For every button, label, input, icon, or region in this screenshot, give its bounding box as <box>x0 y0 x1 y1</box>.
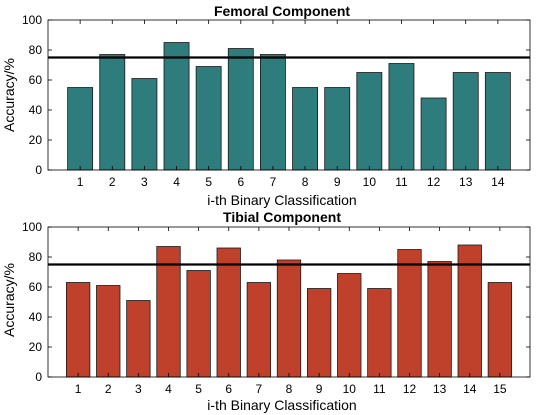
x-tick-label: 1 <box>77 175 84 189</box>
x-tick-label: 8 <box>302 175 309 189</box>
x-tick-label: 2 <box>105 382 112 396</box>
x-tick-label: 3 <box>141 175 148 189</box>
bar <box>131 78 158 171</box>
bar <box>186 270 211 378</box>
axes-frame <box>47 19 531 171</box>
femoral-chart: Femoral Component Accuracy/% i-th Binary… <box>1 3 531 208</box>
x-tick-label: 6 <box>237 175 244 189</box>
x-axis-label: i-th Binary Classification <box>207 192 356 208</box>
bar <box>156 246 181 378</box>
y-tick-label: 40 <box>29 310 43 324</box>
x-tick-label: 3 <box>135 382 142 396</box>
x-tick-label: 13 <box>459 175 473 189</box>
x-tick-label: 14 <box>491 175 505 189</box>
bar <box>67 87 94 171</box>
x-axis-label: i-th Binary Classification <box>207 397 356 413</box>
x-tick-label: 15 <box>493 382 507 396</box>
y-axis-label: Accuracy/% <box>1 263 17 337</box>
x-tick-label: 10 <box>363 175 377 189</box>
bar <box>427 261 452 378</box>
y-tick-label: 60 <box>29 73 43 87</box>
x-tick-label: 9 <box>316 382 323 396</box>
y-tick-label: 40 <box>29 103 43 117</box>
x-tick-label: 11 <box>395 175 408 189</box>
bar <box>163 42 190 171</box>
bar <box>96 285 121 378</box>
bar <box>356 72 383 171</box>
x-tick-label: 2 <box>109 175 116 189</box>
bar <box>227 48 254 171</box>
x-tick-label: 11 <box>373 382 386 396</box>
x-tick-label: 4 <box>165 382 172 396</box>
x-tick-label: 9 <box>334 175 341 189</box>
x-tick-label: 8 <box>286 382 293 396</box>
bar <box>99 54 126 171</box>
y-tick-label: 20 <box>29 340 43 354</box>
bar <box>216 247 241 378</box>
x-tick-label: 7 <box>270 175 277 189</box>
y-tick-label: 60 <box>29 280 43 294</box>
x-tick-label: 4 <box>173 175 180 189</box>
bar <box>195 66 222 171</box>
y-tick-label: 0 <box>35 370 42 384</box>
x-tick-label: 12 <box>403 382 417 396</box>
bar <box>246 282 272 378</box>
y-tick-label: 80 <box>29 43 43 57</box>
bar <box>259 54 286 171</box>
bar <box>367 288 392 378</box>
x-tick-label: 5 <box>195 382 202 396</box>
bar <box>337 273 362 378</box>
y-axis-label: Accuracy/% <box>1 58 17 132</box>
y-tick-label: 80 <box>29 250 43 264</box>
y-tick-label: 0 <box>35 163 42 177</box>
x-tick-label: 6 <box>225 382 232 396</box>
bar <box>292 87 318 171</box>
bar <box>65 282 91 378</box>
tibial-chart: Tibial Component Accuracy/% i-th Binary … <box>1 209 531 413</box>
bar <box>324 87 351 171</box>
bar <box>306 288 332 378</box>
bar <box>126 300 151 378</box>
x-tick-label: 7 <box>256 382 263 396</box>
x-tick-label: 1 <box>75 382 82 396</box>
y-tick-label: 100 <box>22 13 42 27</box>
bar <box>397 249 422 378</box>
bar <box>452 72 479 171</box>
chart-title: Femoral Component <box>214 3 350 19</box>
x-tick-label: 5 <box>205 175 212 189</box>
x-tick-label: 10 <box>343 382 357 396</box>
bar <box>487 282 513 378</box>
x-tick-label: 12 <box>427 175 441 189</box>
y-tick-label: 100 <box>22 220 42 234</box>
bar <box>420 97 447 171</box>
bar <box>388 63 415 171</box>
chart-title: Tibial Component <box>223 209 341 225</box>
x-tick-label: 14 <box>463 382 477 396</box>
x-tick-label: 13 <box>433 382 447 396</box>
bar <box>276 259 302 378</box>
bar <box>484 72 511 171</box>
y-tick-label: 20 <box>29 133 43 147</box>
